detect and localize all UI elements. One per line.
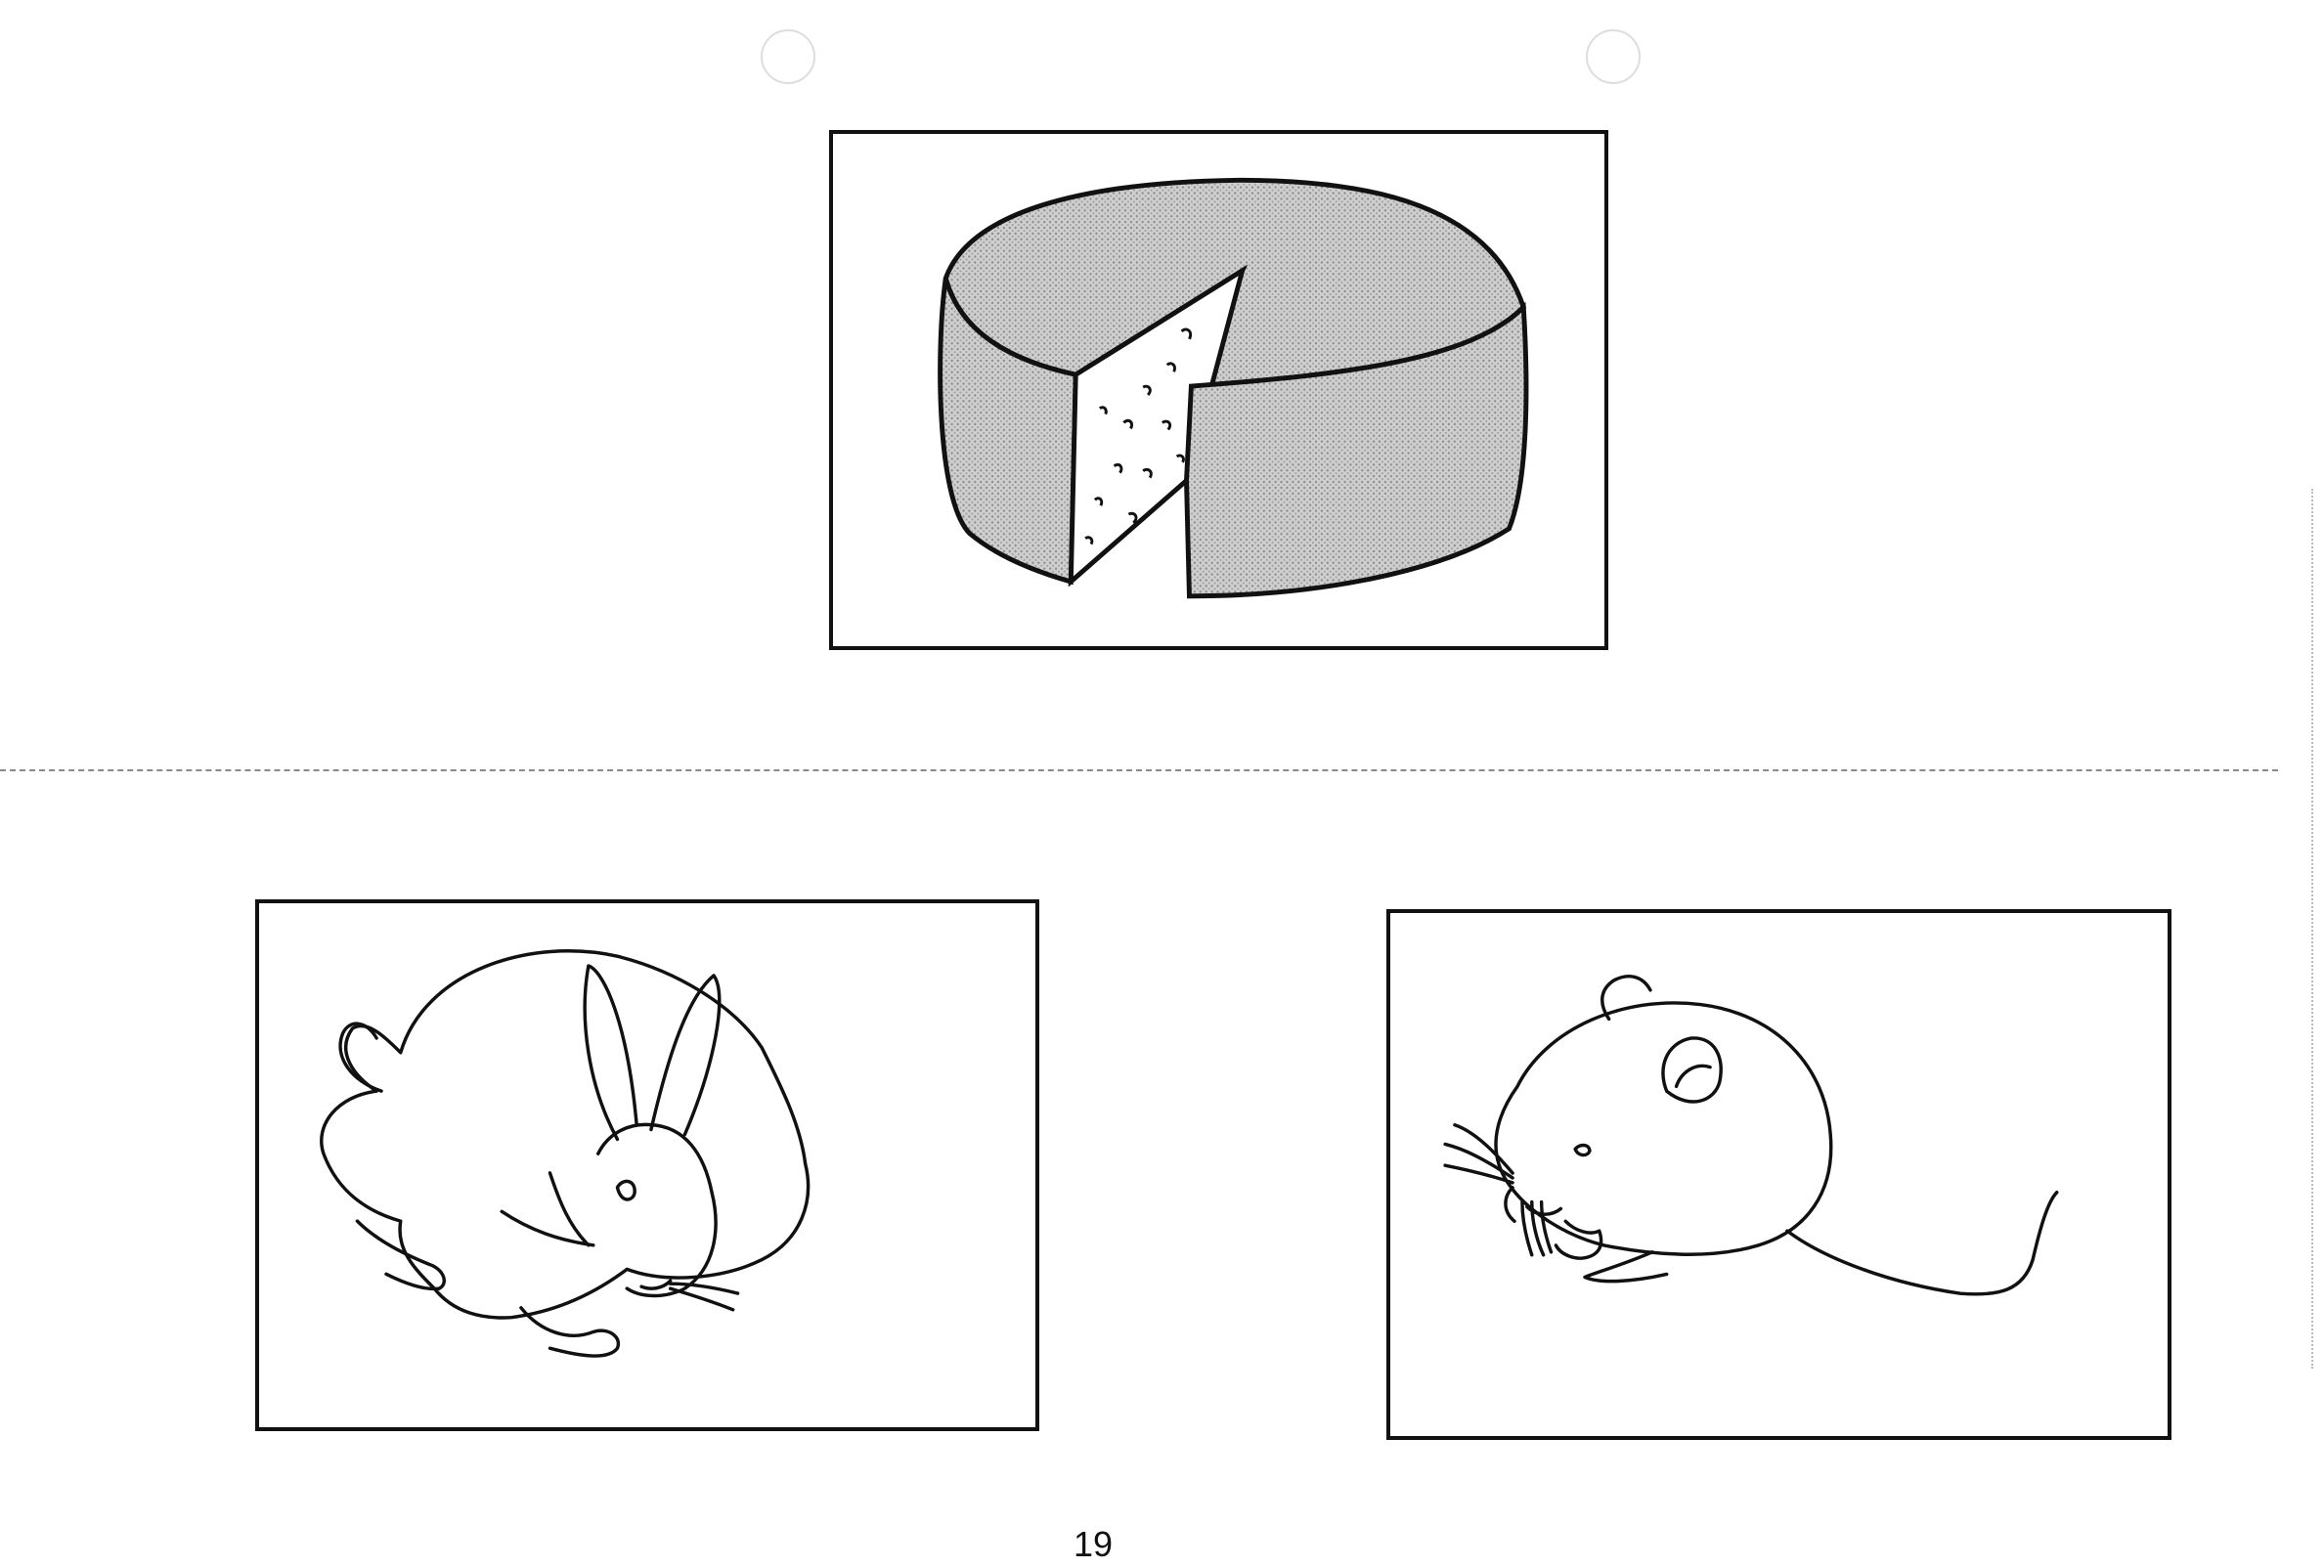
- cheese-right-side: [1184, 301, 1529, 599]
- rabbit-card: [255, 899, 1039, 1431]
- rabbit-hind-leg: [355, 1219, 446, 1291]
- rabbit-front-paw: [519, 1306, 621, 1358]
- rabbit-ear-right: [649, 974, 722, 1137]
- cut-line: [0, 769, 2278, 771]
- rabbit-head: [596, 1122, 718, 1298]
- punch-hole-left: [761, 29, 815, 84]
- mouse-hind-foot: [1583, 1250, 1669, 1284]
- mouse-eye: [1573, 1143, 1592, 1157]
- page-number: 19: [1073, 1524, 1114, 1564]
- edge-ticks: [2311, 489, 2315, 1369]
- rabbit-body: [320, 949, 811, 1320]
- cheese-holes: [1084, 327, 1193, 545]
- rabbit-tail: [338, 1022, 383, 1093]
- mouse-tail: [1785, 1191, 2059, 1296]
- rabbit-eye: [615, 1179, 636, 1201]
- rabbit-ear-left: [583, 964, 638, 1142]
- mouse-illustration: [1443, 975, 2059, 1296]
- mouse-front-paw: [1554, 1219, 1603, 1260]
- cheese-illustration: [938, 177, 1529, 599]
- cheese-card: [829, 130, 1608, 650]
- punch-hole-right: [1586, 29, 1641, 84]
- cheese-left-side: [938, 278, 1078, 586]
- mouse-card: [1386, 909, 2171, 1440]
- mouse-ear-back: [1600, 975, 1652, 1022]
- mouse-whiskers: [1453, 1123, 1514, 1175]
- mouse-body: [1494, 1001, 1833, 1256]
- rabbit-illustration: [320, 949, 811, 1358]
- mouse-ear-front: [1661, 1036, 1723, 1104]
